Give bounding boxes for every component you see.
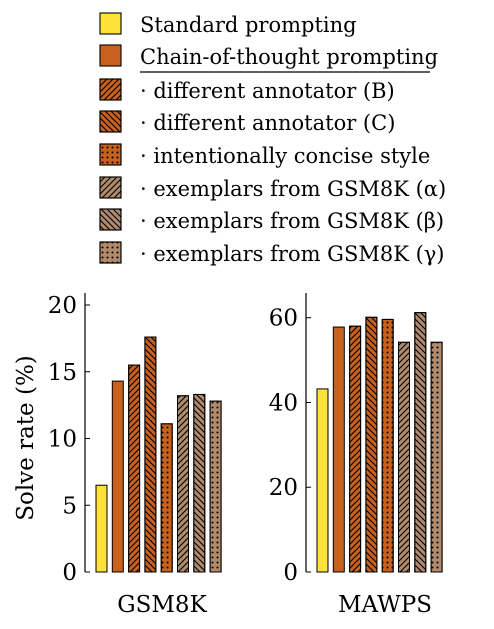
legend-entry: · intentionally concise style bbox=[99, 143, 430, 168]
y-tick-label: 60 bbox=[269, 306, 298, 332]
bar-pattern bbox=[144, 336, 157, 573]
legend-entry: · exemplars from GSM8K (α) bbox=[99, 176, 446, 201]
bar bbox=[111, 380, 124, 573]
legend-swatch-pattern bbox=[99, 78, 122, 101]
legend-entry: · exemplars from GSM8K (γ) bbox=[99, 241, 445, 266]
y-axis-label: Solve rate (%) bbox=[13, 355, 39, 521]
bar-pattern bbox=[209, 400, 222, 573]
legend-swatch bbox=[99, 12, 122, 35]
y-tick-label: 20 bbox=[269, 475, 298, 501]
legend-label: · intentionally concise style bbox=[140, 144, 430, 168]
legend: Standard prompting Chain-of-thought prom… bbox=[99, 12, 446, 266]
bar-pattern bbox=[365, 316, 378, 573]
bar bbox=[95, 484, 108, 573]
legend-swatch-pattern bbox=[99, 143, 122, 166]
legend-label: · different annotator (B) bbox=[140, 79, 395, 103]
y-tick-label: 5 bbox=[62, 493, 77, 519]
x-axis-label: GSM8K bbox=[117, 592, 207, 618]
legend-entry: · different annotator (C) bbox=[99, 110, 395, 135]
bar-pattern bbox=[128, 364, 141, 573]
y-tick-label: 20 bbox=[48, 293, 77, 319]
bar-pattern bbox=[398, 341, 410, 573]
bar-pattern bbox=[430, 341, 443, 573]
bar-pattern bbox=[349, 325, 362, 573]
panel-gsm8k: GSM8K 0 5 10 15 20 bbox=[48, 293, 222, 618]
legend-entry: Standard prompting bbox=[99, 12, 357, 37]
legend-swatch-pattern bbox=[99, 110, 122, 133]
legend-label: · exemplars from GSM8K (γ) bbox=[140, 242, 445, 266]
bar-pattern bbox=[160, 423, 173, 573]
panel-mawps: MAWPS 0 20 40 60 bbox=[269, 293, 443, 618]
legend-label: · exemplars from GSM8K (β) bbox=[140, 209, 444, 233]
bar bbox=[332, 326, 345, 573]
bar-pattern bbox=[414, 312, 427, 573]
bar-pattern bbox=[177, 395, 189, 573]
legend-entry: · different annotator (B) bbox=[99, 78, 395, 103]
legend-swatch bbox=[99, 44, 122, 67]
legend-swatch-pattern bbox=[99, 208, 122, 231]
y-tick-label: 10 bbox=[48, 427, 77, 453]
bar-pattern bbox=[193, 393, 206, 573]
legend-entry: Chain-of-thought prompting bbox=[99, 44, 438, 69]
legend-label: · exemplars from GSM8K (α) bbox=[140, 177, 446, 201]
bar bbox=[316, 388, 329, 573]
bar-pattern bbox=[381, 318, 394, 573]
legend-label: · different annotator (C) bbox=[140, 111, 395, 135]
x-axis-label: MAWPS bbox=[338, 592, 432, 618]
legend-label: Standard prompting bbox=[140, 13, 357, 37]
legend-swatch-pattern bbox=[99, 176, 122, 199]
y-tick-label: 15 bbox=[48, 360, 77, 386]
legend-swatch-pattern bbox=[99, 241, 122, 264]
legend-label: Chain-of-thought prompting bbox=[140, 45, 438, 69]
y-tick-label: 0 bbox=[283, 560, 298, 586]
legend-entry: · exemplars from GSM8K (β) bbox=[99, 208, 444, 233]
y-tick-label: 0 bbox=[62, 560, 77, 586]
y-tick-label: 40 bbox=[269, 390, 298, 416]
